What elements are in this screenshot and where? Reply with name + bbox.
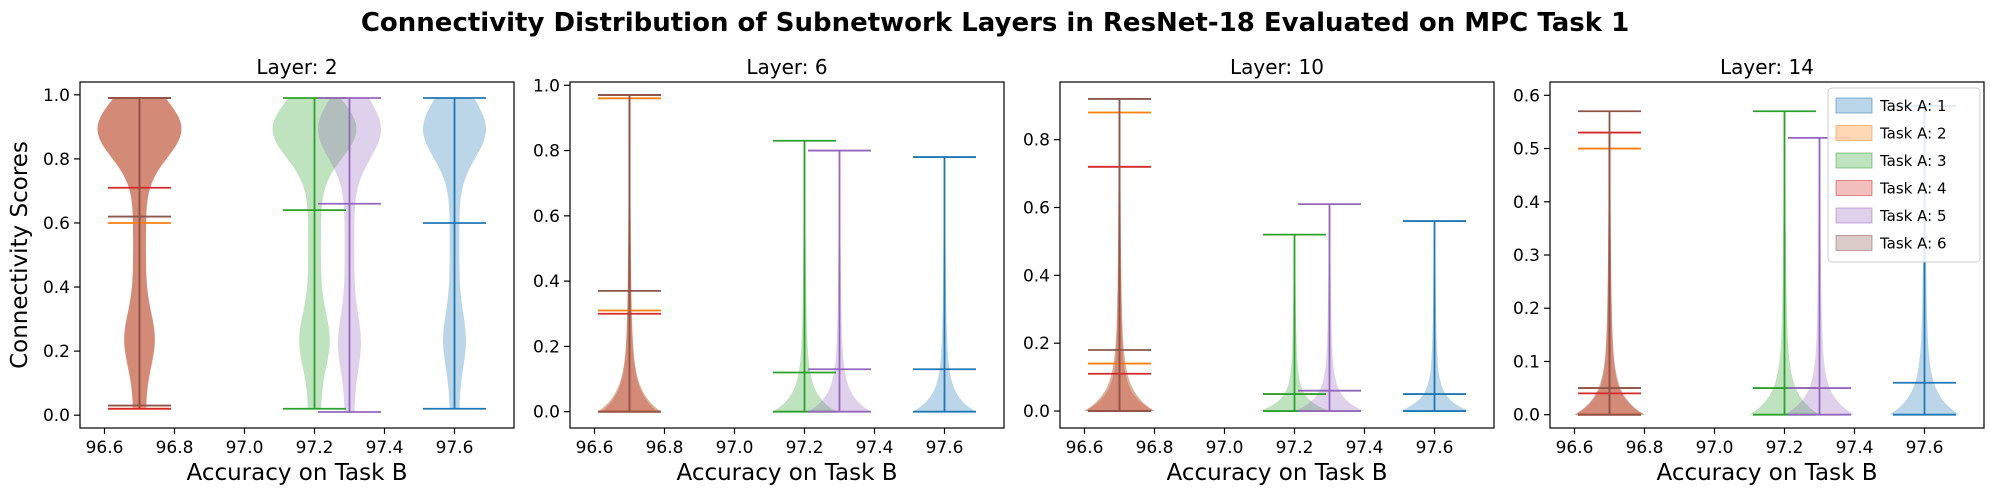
y-tick-label: 0.8 xyxy=(43,150,70,170)
y-tick-label: 0.0 xyxy=(1513,406,1540,426)
legend-swatch xyxy=(1835,97,1873,114)
panel-title: Layer: 10 xyxy=(1230,55,1324,79)
x-tick-label: 96.6 xyxy=(1066,438,1104,458)
x-tick-label: 97.6 xyxy=(436,438,474,458)
legend-swatch xyxy=(1835,125,1873,141)
y-tick-label: 0.2 xyxy=(1513,299,1540,319)
x-axis-label: Accuracy on Task B xyxy=(676,460,897,486)
x-tick-label: 97.4 xyxy=(366,438,404,458)
y-tick-label: 0.2 xyxy=(43,342,70,362)
legend-label: Task A: 4 xyxy=(1879,180,1947,198)
y-tick-label: 0.4 xyxy=(1023,266,1050,286)
legend: Task A: 1 Task A: 2 Task A: 3 Task A: 4 Task… xyxy=(1827,87,1981,263)
x-tick-label: 97.2 xyxy=(786,438,824,458)
x-tick-label: 97.2 xyxy=(1276,438,1314,458)
x-tick-label: 97.6 xyxy=(1906,438,1944,458)
y-axis-label: Connectivity Scores xyxy=(7,141,33,369)
y-tick-label: 0.6 xyxy=(1513,86,1540,106)
panel-title: Layer: 14 xyxy=(1720,55,1814,79)
y-tick-label: 0.4 xyxy=(43,278,70,298)
y-tick-label: 0.6 xyxy=(1023,199,1050,219)
y-tick-label: 0.2 xyxy=(533,337,560,357)
y-tick-label: 0.4 xyxy=(533,272,560,292)
y-tick-label: 0.0 xyxy=(533,403,560,423)
y-tick-label: 0.5 xyxy=(1513,140,1540,160)
x-tick-label: 96.8 xyxy=(156,438,194,458)
legend-label: Task A: 2 xyxy=(1879,125,1947,143)
x-tick-label: 96.8 xyxy=(1136,438,1174,458)
x-tick-label: 97.0 xyxy=(1206,438,1244,458)
y-tick-label: 0.6 xyxy=(43,214,70,234)
x-tick-label: 97.6 xyxy=(926,438,964,458)
legend-swatch xyxy=(1835,180,1873,196)
y-tick-label: 0.8 xyxy=(1023,131,1050,151)
axes-frame xyxy=(1059,81,1495,429)
x-tick-label: 97.0 xyxy=(1696,438,1734,458)
x-tick-label: 97.4 xyxy=(1346,438,1384,458)
legend-label: Task A: 3 xyxy=(1879,152,1947,170)
y-tick-label: 0.6 xyxy=(533,207,560,227)
y-tick-label: 1.0 xyxy=(533,76,560,96)
y-tick-label: 0.3 xyxy=(1513,246,1540,266)
y-tick-label: 1.0 xyxy=(43,86,70,106)
y-tick-label: 0.0 xyxy=(43,406,70,426)
legend-swatch xyxy=(1835,235,1873,251)
y-tick-label: 0.4 xyxy=(1513,193,1540,213)
y-tick-label: 0.1 xyxy=(1513,352,1540,372)
x-tick-label: 97.2 xyxy=(296,438,334,458)
y-tick-label: 0.2 xyxy=(1023,334,1050,354)
x-tick-label: 97.0 xyxy=(226,438,264,458)
x-tick-label: 97.4 xyxy=(1836,438,1874,458)
x-tick-label: 96.8 xyxy=(1626,438,1664,458)
y-tick-label: 0.8 xyxy=(533,142,560,162)
legend-label: Task A: 1 xyxy=(1879,97,1947,115)
x-tick-label: 97.6 xyxy=(1416,438,1454,458)
x-tick-label: 97.4 xyxy=(856,438,894,458)
legend-label: Task A: 5 xyxy=(1879,207,1947,225)
legend-swatch xyxy=(1835,152,1873,169)
legend-frame xyxy=(1827,87,1981,263)
legend-swatch xyxy=(1835,207,1873,224)
x-tick-label: 96.6 xyxy=(576,438,614,458)
x-tick-label: 96.6 xyxy=(1556,438,1594,458)
legend-label: Task A: 6 xyxy=(1879,235,1947,253)
x-axis-label: Accuracy on Task B xyxy=(1166,460,1387,486)
panel-title: Layer: 6 xyxy=(746,55,827,79)
panel-3: Layer: 10 96.6 96.8 97.0 97.2 97.4 97.6 0.0 0.2 0… xyxy=(1023,55,1495,486)
panel-1: Layer: 2 96.6 96.8 97.0 97.2 97.4 97.6 0.0 0.2 0.… xyxy=(7,55,515,486)
panel-title: Layer: 2 xyxy=(256,55,337,79)
axes-frame xyxy=(79,81,515,429)
x-tick-label: 96.6 xyxy=(86,438,124,458)
panel-2: Layer: 6 96.6 96.8 97.0 97.2 97.4 97.6 0.0 0.2 0.… xyxy=(533,55,1005,486)
x-tick-label: 96.8 xyxy=(646,438,684,458)
x-axis-label: Accuracy on Task B xyxy=(1656,460,1877,486)
y-tick-label: 0.0 xyxy=(1023,402,1050,422)
x-axis-label: Accuracy on Task B xyxy=(186,460,407,486)
x-tick-label: 97.2 xyxy=(1766,438,1804,458)
axes-frame xyxy=(569,81,1005,429)
figure-title: Connectivity Distribution of Subnetwork … xyxy=(361,8,1629,38)
x-tick-label: 97.0 xyxy=(716,438,754,458)
